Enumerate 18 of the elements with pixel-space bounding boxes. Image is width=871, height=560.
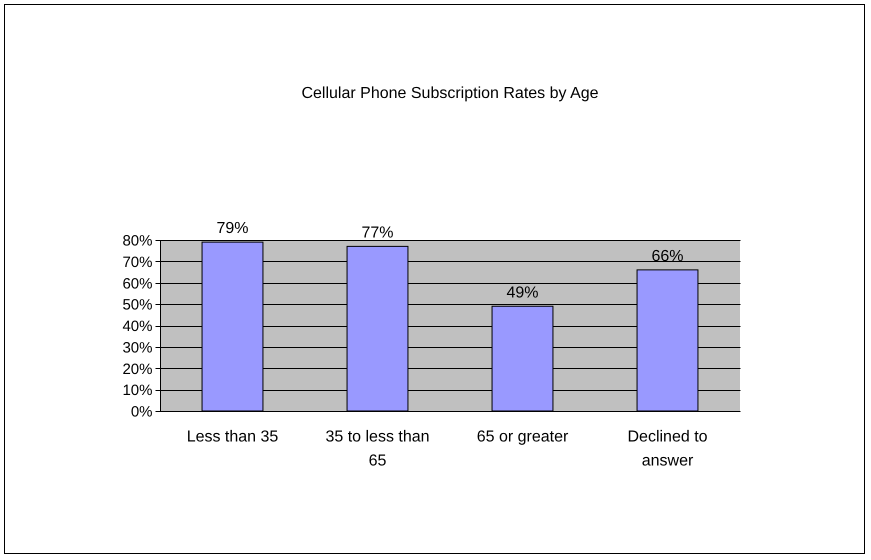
y-tick-label: 50% — [122, 296, 152, 314]
y-tick-label: 30% — [122, 339, 152, 356]
y-tick-label: 80% — [122, 232, 152, 250]
y-tick-label: 40% — [122, 318, 152, 335]
y-tick-label: 0% — [130, 404, 152, 420]
x-tick-label: Declined to answer — [627, 428, 708, 470]
chart-title: Cellular Phone Subscription Rates by Age — [301, 85, 599, 102]
y-tick-label: 70% — [122, 254, 152, 271]
x-tick-label: 65 or greater — [476, 428, 569, 446]
y-tick-label: 60% — [122, 275, 152, 292]
x-tick-label: 35 to less than 65 — [325, 428, 430, 470]
data-label: 79% — [216, 220, 249, 238]
x-tick-label: Less than 35 — [186, 428, 278, 446]
y-tick-label: 20% — [122, 360, 152, 378]
data-label: 66% — [651, 248, 684, 265]
data-label: 77% — [361, 224, 394, 242]
data-label: 49% — [506, 284, 539, 302]
y-tick-label: 10% — [122, 382, 152, 400]
